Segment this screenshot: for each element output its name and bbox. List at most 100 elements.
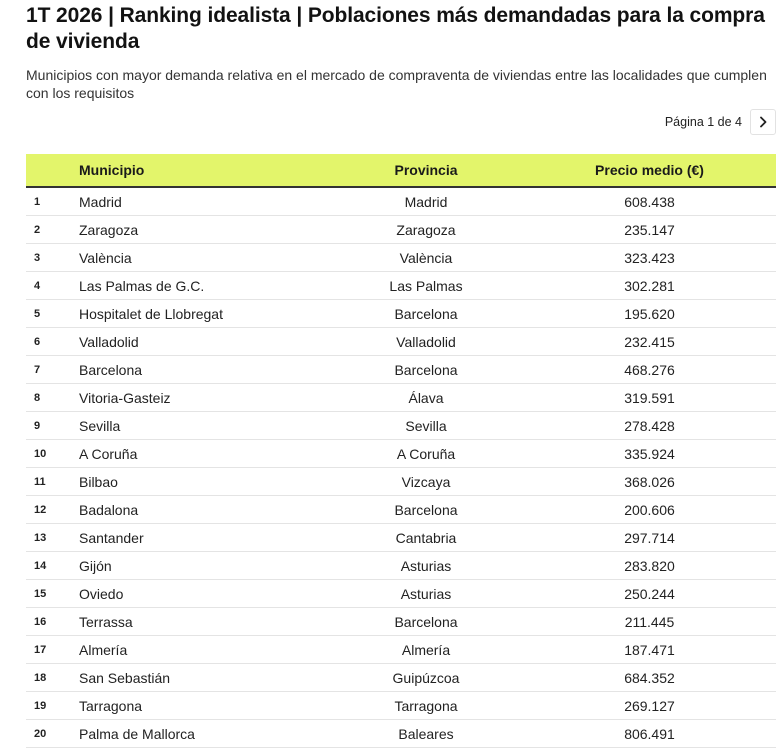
rank-cell: 19: [34, 699, 47, 712]
rank-cell: 11: [34, 475, 46, 488]
column-header-provincia[interactable]: Provincia: [394, 162, 458, 178]
table-row: 15 Oviedo Asturias 250.244: [26, 580, 776, 608]
rank-cell: 18: [34, 671, 47, 684]
precio-cell: 195.620: [624, 305, 675, 322]
table-row: 17 Almería Almería 187.471: [26, 636, 776, 664]
precio-cell: 368.026: [624, 473, 675, 490]
provincia-cell: Sevilla: [405, 417, 447, 434]
provincia-cell: Guipúzcoa: [392, 669, 460, 686]
chevron-right-icon: [760, 116, 767, 128]
ranking-widget: 1T 2026 | Ranking idealista | Poblacione…: [26, 0, 776, 748]
provincia-cell: Tarragona: [394, 697, 458, 714]
municipio-cell: Terrassa: [79, 613, 133, 630]
table-header: Municipio Provincia Precio medio (€): [26, 154, 776, 188]
provincia-cell: Baleares: [398, 725, 454, 742]
rank-cell: 17: [34, 643, 47, 656]
table-row: 5 Hospitalet de Llobregat Barcelona 195.620: [26, 300, 776, 328]
precio-cell: 187.471: [624, 641, 675, 658]
table-row: 3 València València 323.423: [26, 244, 776, 272]
provincia-cell: Barcelona: [394, 501, 458, 518]
provincia-cell: València: [399, 249, 453, 266]
precio-cell: 232.415: [624, 333, 675, 350]
next-page-button[interactable]: [750, 109, 776, 135]
precio-cell: 302.281: [624, 277, 675, 294]
column-header-precio[interactable]: Precio medio (€): [595, 162, 704, 178]
precio-cell: 250.244: [624, 585, 675, 602]
ranking-table: Municipio Provincia Precio medio (€) 1 Ma…: [26, 154, 776, 748]
municipio-cell: Hospitalet de Llobregat: [79, 305, 223, 322]
pagination: Página 1 de 4: [665, 108, 776, 136]
provincia-cell: Almería: [401, 641, 451, 658]
table-row: 4 Las Palmas de G.C. Las Palmas 302.281: [26, 272, 776, 300]
municipio-cell: Barcelona: [79, 361, 143, 378]
table-row: 9 Sevilla Sevilla 278.428: [26, 412, 776, 440]
table-row: 6 Valladolid Valladolid 232.415: [26, 328, 776, 356]
table-row: 19 Tarragona Tarragona 269.127: [26, 692, 776, 720]
precio-cell: 608.438: [624, 193, 675, 210]
table-row: 11 Bilbao Vizcaya 368.026: [26, 468, 776, 496]
table-row: 14 Gijón Asturias 283.820: [26, 552, 776, 580]
table-body: 1 Madrid Madrid 608.438 2 Zaragoza Zaragoza 235…: [26, 188, 776, 748]
municipio-cell: Valladolid: [79, 333, 139, 350]
precio-cell: 235.147: [624, 221, 675, 238]
provincia-cell: Las Palmas: [389, 277, 463, 294]
provincia-cell: Madrid: [404, 193, 448, 210]
column-header-municipio[interactable]: Municipio: [79, 162, 145, 178]
municipio-cell: Almería: [79, 641, 128, 658]
rank-cell: 10: [34, 447, 47, 460]
table-row: 7 Barcelona Barcelona 468.276: [26, 356, 776, 384]
pagination-label: Página 1 de 4: [664, 115, 742, 129]
municipio-cell: Las Palmas de G.C.: [79, 277, 205, 294]
provincia-cell: Asturias: [400, 557, 452, 574]
rank-cell: 9: [34, 419, 41, 432]
municipio-cell: Tarragona: [79, 697, 143, 714]
precio-cell: 319.591: [624, 389, 675, 406]
municipio-cell: Madrid: [79, 193, 122, 210]
provincia-cell: Barcelona: [394, 305, 458, 322]
provincia-cell: Vizcaya: [401, 473, 451, 490]
rank-cell: 5: [34, 307, 41, 320]
page-subtitle: Municipios con mayor demanda relativa en…: [26, 67, 767, 101]
precio-cell: 269.127: [624, 697, 675, 714]
rank-cell: 1: [34, 195, 41, 208]
rank-cell: 14: [34, 559, 47, 572]
municipio-cell: Gijón: [79, 557, 112, 574]
rank-cell: 8: [34, 391, 41, 404]
rank-cell: 2: [34, 223, 41, 236]
precio-cell: 468.276: [624, 361, 675, 378]
table-row: 13 Santander Cantabria 297.714: [26, 524, 776, 552]
rank-cell: 12: [34, 503, 47, 516]
municipio-cell: Bilbao: [79, 473, 118, 490]
provincia-cell: Zaragoza: [396, 221, 456, 238]
rank-cell: 16: [34, 615, 47, 628]
table-row: 10 A Coruña A Coruña 335.924: [26, 440, 776, 468]
provincia-cell: Álava: [408, 389, 444, 406]
rank-cell: 13: [34, 531, 47, 544]
table-row: 1 Madrid Madrid 608.438: [26, 188, 776, 216]
municipio-cell: Palma de Mallorca: [79, 725, 195, 742]
page-title: 1T 2026 | Ranking idealista | Poblacione…: [26, 4, 765, 53]
provincia-cell: Asturias: [400, 585, 452, 602]
municipio-cell: Sevilla: [79, 417, 121, 434]
precio-cell: 211.445: [624, 613, 675, 630]
municipio-cell: A Coruña: [79, 445, 138, 462]
table-row: 8 Vitoria-Gasteiz Álava 319.591: [26, 384, 776, 412]
rank-cell: 7: [34, 363, 41, 376]
table-row: 12 Badalona Barcelona 200.606: [26, 496, 776, 524]
municipio-cell: Santander: [79, 529, 144, 546]
precio-cell: 283.820: [624, 557, 675, 574]
rank-cell: 4: [34, 279, 41, 292]
municipio-cell: Badalona: [79, 501, 139, 518]
table-row: 18 San Sebastián Guipúzcoa 684.352: [26, 664, 776, 692]
provincia-cell: A Coruña: [396, 445, 456, 462]
municipio-cell: San Sebastián: [79, 669, 171, 686]
precio-cell: 684.352: [624, 669, 675, 686]
precio-cell: 297.714: [624, 529, 675, 546]
table-row: 20 Palma de Mallorca Baleares 806.491: [26, 720, 776, 748]
rank-cell: 15: [34, 587, 47, 600]
municipio-cell: Oviedo: [79, 585, 124, 602]
rank-cell: 20: [34, 727, 47, 740]
precio-cell: 335.924: [624, 445, 675, 462]
precio-cell: 200.606: [624, 501, 675, 518]
table-row: 2 Zaragoza Zaragoza 235.147: [26, 216, 776, 244]
